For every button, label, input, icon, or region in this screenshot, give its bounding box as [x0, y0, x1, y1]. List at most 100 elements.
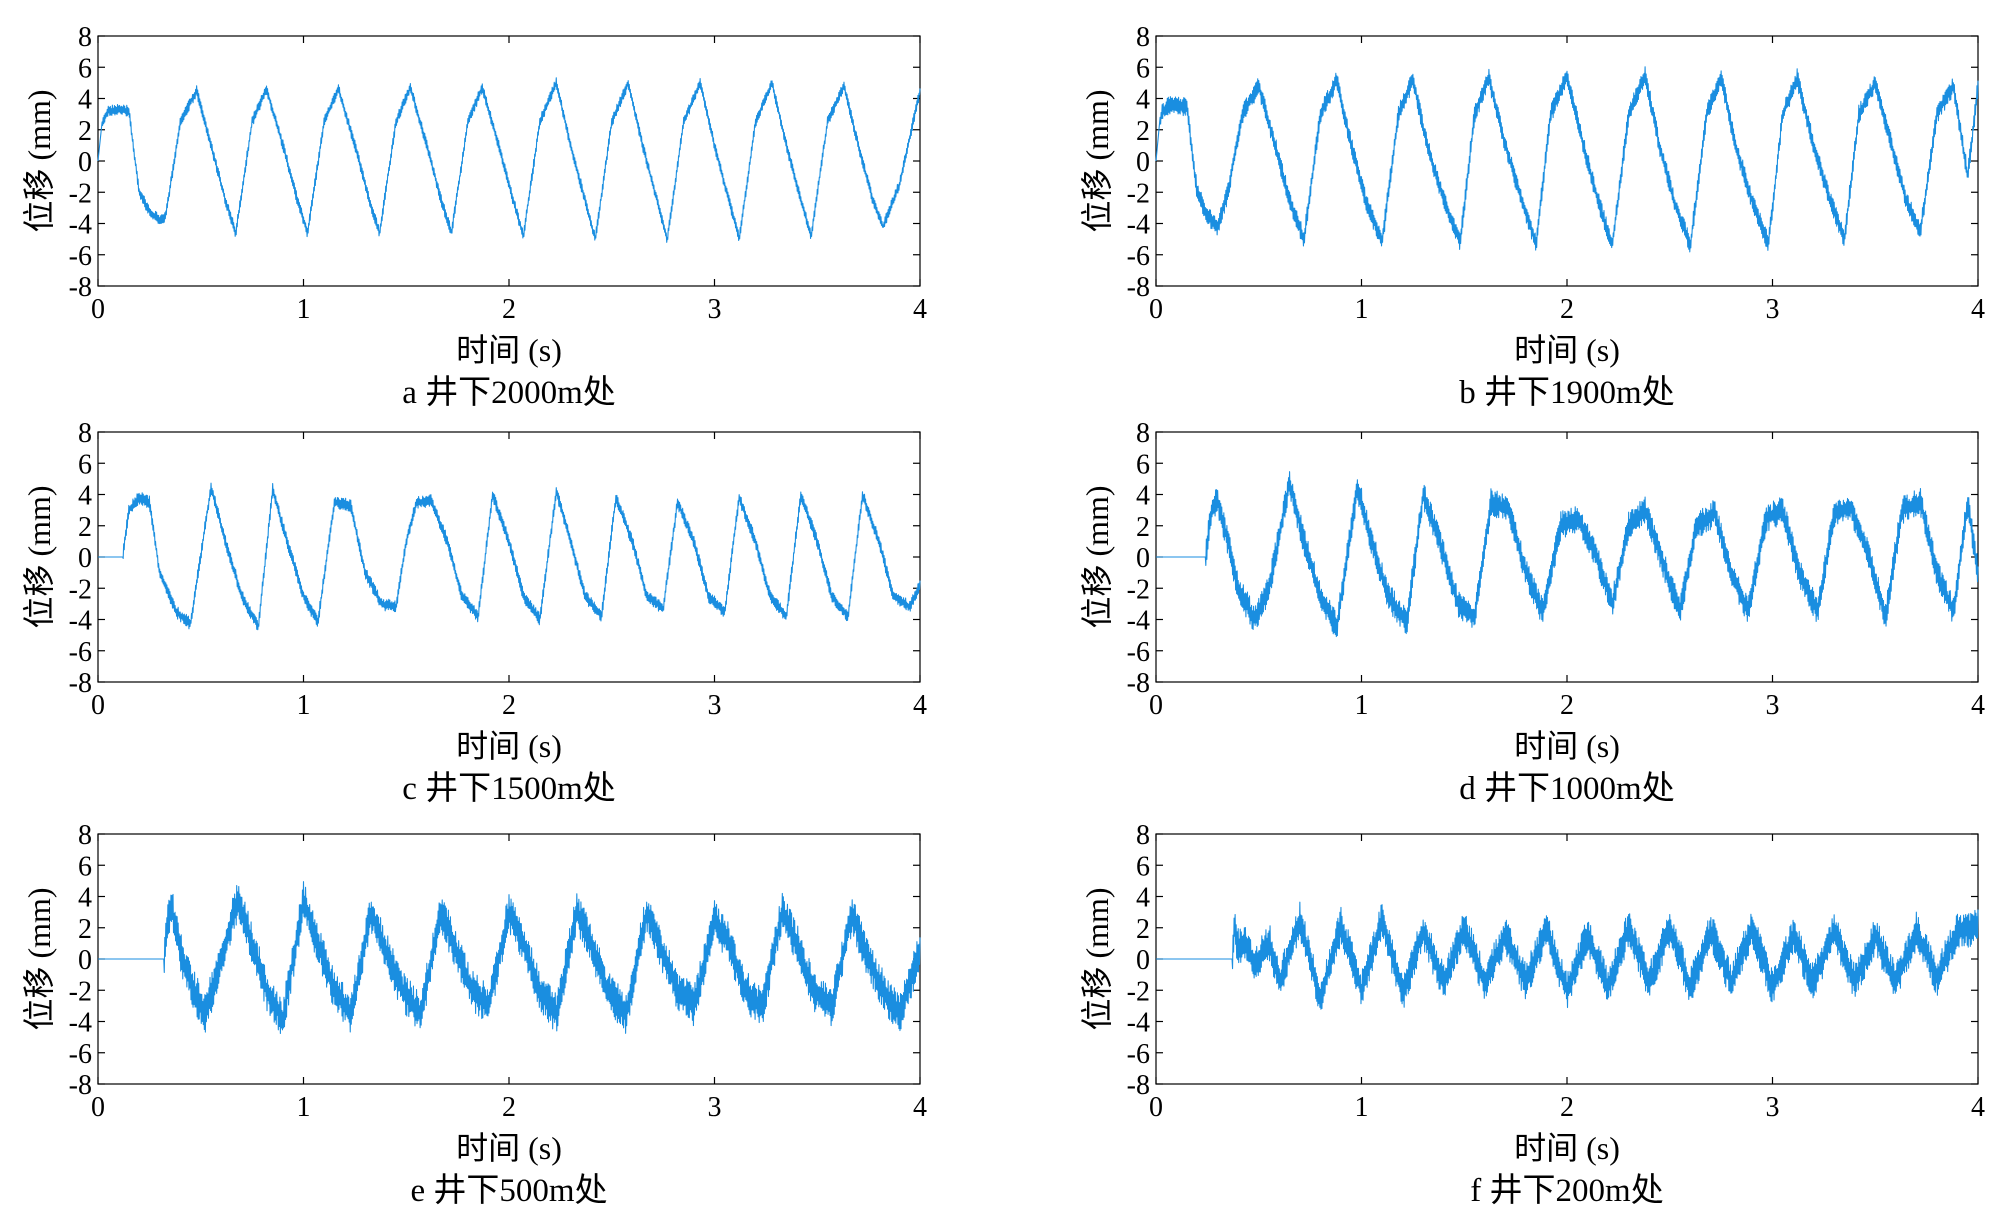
x-axis-label: 时间 (s)	[1514, 728, 1620, 764]
y-tick-label: -2	[1127, 976, 1150, 1007]
x-tick-label: 1	[297, 1092, 311, 1123]
x-tick-label: 1	[297, 690, 311, 721]
x-tick-label: 3	[1766, 1092, 1780, 1123]
x-axis-label: 时间 (s)	[456, 1130, 562, 1166]
y-tick-label: -6	[1127, 1039, 1150, 1070]
y-tick-label: 0	[78, 945, 92, 976]
y-tick-label: 4	[78, 883, 92, 914]
panel-caption: f 井下200m处	[1470, 1172, 1663, 1209]
y-tick-label: -8	[1127, 668, 1150, 699]
x-tick-label: 2	[502, 294, 516, 325]
y-tick-label: -8	[69, 1070, 92, 1101]
y-tick-label: 2	[78, 512, 92, 543]
x-tick-label: 0	[91, 294, 105, 325]
y-tick-label: 4	[1136, 85, 1150, 116]
x-tick-label: 2	[1560, 294, 1574, 325]
x-axis-label: 时间 (s)	[1514, 332, 1620, 368]
y-tick-label: 2	[1136, 914, 1150, 945]
y-tick-label: 8	[1136, 418, 1150, 449]
plot-frame	[97, 35, 921, 287]
y-tick-label: 8	[78, 22, 92, 53]
y-tick-label: 8	[1136, 820, 1150, 851]
x-tick-label: 3	[1766, 690, 1780, 721]
y-tick-label: 0	[78, 147, 92, 178]
y-tick-label: -6	[69, 1039, 92, 1070]
y-axis-label: 位移 (mm)	[21, 485, 57, 628]
y-tick-label: -2	[69, 178, 92, 209]
x-axis-label: 时间 (s)	[456, 728, 562, 764]
y-tick-label: 4	[1136, 883, 1150, 914]
panel-caption: a 井下2000m处	[402, 374, 616, 411]
y-tick-label: 0	[1136, 147, 1150, 178]
x-tick-label: 1	[1355, 294, 1369, 325]
x-tick-label: 4	[913, 690, 927, 721]
panel-caption: b 井下1900m处	[1459, 374, 1674, 411]
x-tick-label: 3	[708, 294, 722, 325]
displacement-series	[97, 482, 921, 631]
x-tick-label: 1	[297, 294, 311, 325]
y-tick-label: -8	[1127, 1070, 1150, 1101]
x-tick-label: 4	[1971, 294, 1985, 325]
panel-caption: d 井下1000m处	[1459, 770, 1674, 807]
y-tick-label: -4	[69, 606, 92, 637]
x-tick-label: 0	[1149, 690, 1163, 721]
y-tick-label: -8	[1127, 272, 1150, 303]
plot-frame	[97, 431, 921, 683]
x-tick-label: 0	[1149, 1092, 1163, 1123]
y-tick-label: -2	[69, 574, 92, 605]
x-axis-label: 时间 (s)	[1514, 1130, 1620, 1166]
y-tick-label: 0	[78, 543, 92, 574]
y-tick-label: -6	[1127, 241, 1150, 272]
y-tick-label: 6	[78, 449, 92, 480]
x-tick-label: 1	[1355, 690, 1369, 721]
x-tick-label: 4	[913, 294, 927, 325]
y-tick-label: 4	[78, 481, 92, 512]
y-tick-label: -4	[1127, 210, 1150, 241]
y-tick-label: 6	[1136, 449, 1150, 480]
y-axis-label: 位移 (mm)	[21, 89, 57, 232]
plot-frame	[1155, 431, 1979, 683]
y-tick-label: 2	[78, 914, 92, 945]
y-tick-label: -4	[1127, 606, 1150, 637]
y-axis-label: 位移 (mm)	[1079, 887, 1115, 1030]
y-tick-label: -4	[69, 210, 92, 241]
y-tick-label: -6	[69, 241, 92, 272]
y-tick-label: -8	[69, 272, 92, 303]
x-tick-label: 0	[91, 690, 105, 721]
y-tick-label: 8	[78, 418, 92, 449]
y-tick-label: -4	[69, 1008, 92, 1039]
x-tick-label: 2	[502, 1092, 516, 1123]
y-tick-label: 4	[78, 85, 92, 116]
y-tick-label: -2	[1127, 178, 1150, 209]
y-tick-label: 0	[1136, 543, 1150, 574]
displacement-series	[97, 77, 921, 243]
y-tick-label: 6	[1136, 851, 1150, 882]
x-tick-label: 0	[91, 1092, 105, 1123]
x-tick-label: 1	[1355, 1092, 1369, 1123]
y-tick-label: 0	[1136, 945, 1150, 976]
y-tick-label: 2	[1136, 512, 1150, 543]
x-tick-label: 3	[708, 690, 722, 721]
x-axis-label: 时间 (s)	[456, 332, 562, 368]
x-tick-label: 2	[1560, 690, 1574, 721]
displacement-series	[1155, 901, 1979, 1010]
y-tick-label: -4	[1127, 1008, 1150, 1039]
y-tick-label: 2	[1136, 116, 1150, 147]
y-axis-label: 位移 (mm)	[1079, 89, 1115, 232]
x-tick-label: 2	[502, 690, 516, 721]
y-tick-label: 2	[78, 116, 92, 147]
x-tick-label: 4	[1971, 690, 1985, 721]
panel-caption: e 井下500m处	[410, 1172, 607, 1209]
y-tick-label: 4	[1136, 481, 1150, 512]
y-tick-label: -8	[69, 668, 92, 699]
y-tick-label: 6	[78, 851, 92, 882]
y-axis-label: 位移 (mm)	[21, 887, 57, 1030]
y-tick-label: 8	[1136, 22, 1150, 53]
y-tick-label: -2	[69, 976, 92, 1007]
x-tick-label: 4	[913, 1092, 927, 1123]
